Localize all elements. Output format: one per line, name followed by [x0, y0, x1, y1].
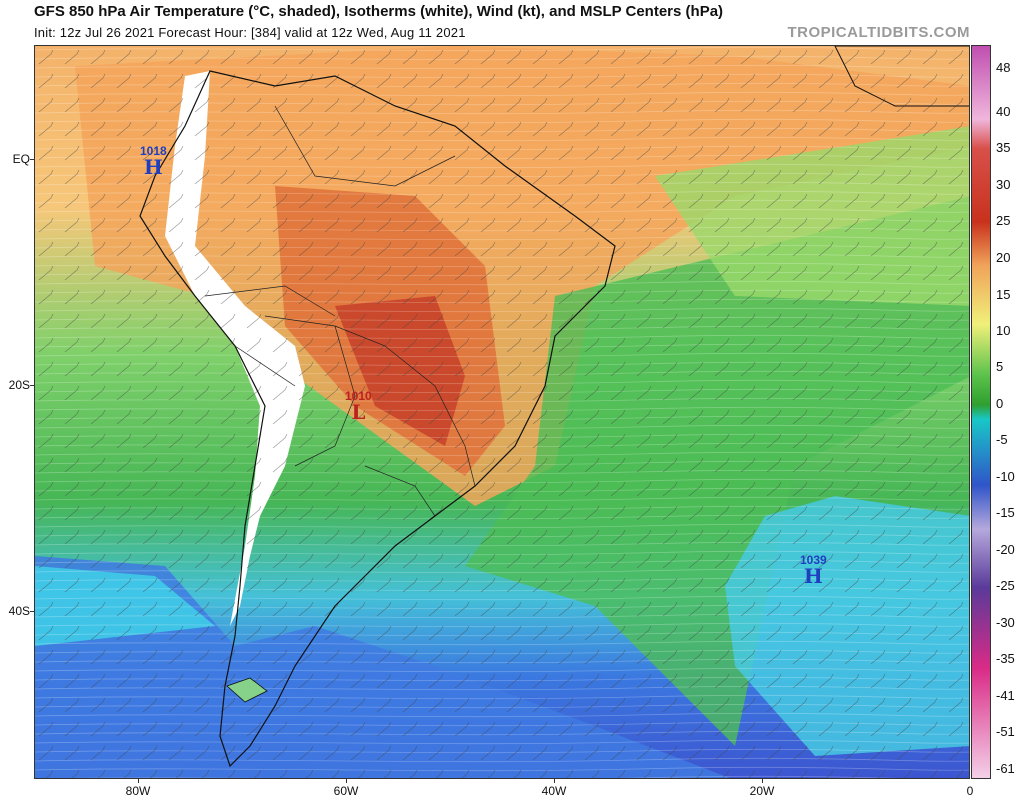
low-pressure-value: 1010 — [345, 389, 372, 403]
colorbar-label: -25 — [996, 578, 1015, 593]
country-borders — [204, 105, 476, 517]
wind-barbs — [35, 46, 969, 778]
source-credit[interactable]: TROPICALTIDBITS.COM — [787, 24, 970, 41]
high-pressure-center: 1018 H — [140, 144, 167, 179]
colorbar-label: -61 — [996, 761, 1015, 776]
colorbar-label: -15 — [996, 505, 1015, 520]
high-pressure-symbol: H — [143, 155, 163, 179]
colorbar-label: 10 — [996, 323, 1011, 338]
lon-label-0: 0 — [966, 784, 974, 798]
lat-tick — [30, 159, 34, 160]
map-title: GFS 850 hPa Air Temperature (°C, shaded)… — [34, 3, 724, 20]
lat-label-eq: EQ — [12, 152, 30, 166]
lon-label-60w: 60W — [333, 784, 359, 798]
lon-tick — [138, 779, 139, 783]
map-canvas — [35, 46, 969, 778]
colorbar-label: -5 — [996, 432, 1008, 447]
colorbar-label: 20 — [996, 250, 1011, 265]
lon-tick — [346, 779, 347, 783]
colorbar-label: -20 — [996, 542, 1015, 557]
high-pressure-symbol: H — [803, 564, 823, 588]
high-pressure-center: 1039 H — [800, 553, 827, 588]
colorbar-gradient — [972, 46, 990, 778]
low-pressure-symbol: L — [351, 400, 366, 424]
south-america-outline — [139, 70, 616, 768]
lat-label-20s: 20S — [8, 378, 30, 392]
africa-outline — [834, 46, 969, 107]
colorbar-label: -35 — [996, 651, 1015, 666]
temperature-map[interactable] — [34, 45, 970, 779]
lat-tick — [30, 611, 34, 612]
lon-label-20w: 20W — [749, 784, 775, 798]
low-pressure-center: 1010 L — [345, 389, 372, 424]
colorbar-label: 25 — [996, 213, 1011, 228]
colorbar-label: 35 — [996, 140, 1011, 155]
colorbar-label: 30 — [996, 177, 1011, 192]
high-pressure-value: 1018 — [140, 144, 167, 158]
lon-label-80w: 80W — [125, 784, 151, 798]
colorbar-label: 5 — [996, 359, 1004, 374]
colorbar-label: -30 — [996, 615, 1015, 630]
colorbar-label: -10 — [996, 469, 1015, 484]
colorbar-label: -41 — [996, 688, 1015, 703]
colorbar-label: 40 — [996, 104, 1011, 119]
lon-tick — [554, 779, 555, 783]
lat-tick — [30, 385, 34, 386]
falklands-outline — [226, 677, 268, 703]
colorbar — [971, 45, 991, 779]
colorbar-label: 48 — [996, 60, 1011, 75]
lat-label-40s: 40S — [8, 604, 30, 618]
colorbar-label: -51 — [996, 724, 1015, 739]
high-pressure-value: 1039 — [800, 553, 827, 567]
colorbar-label: 0 — [996, 396, 1004, 411]
map-subtitle: Init: 12z Jul 26 2021 Forecast Hour: [38… — [34, 25, 466, 40]
lon-label-40w: 40W — [541, 784, 567, 798]
colorbar-label: 15 — [996, 287, 1011, 302]
lon-tick — [762, 779, 763, 783]
